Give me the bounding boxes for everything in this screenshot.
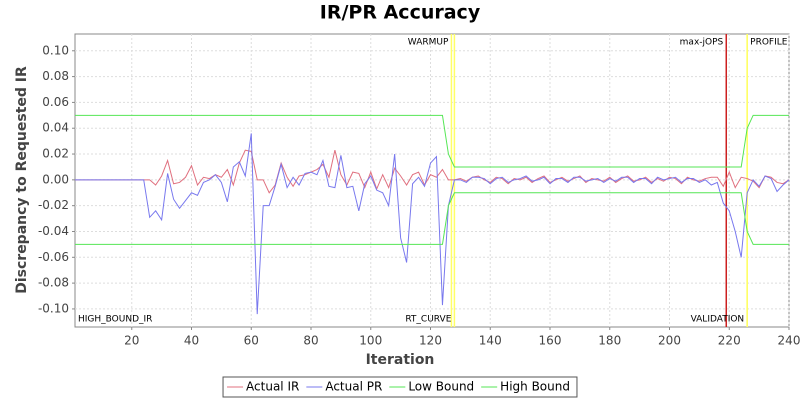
marker-label: max-jOPS <box>680 38 724 48</box>
x-tick-label: 140 <box>479 334 502 348</box>
y-tick-label: -0.08 <box>38 276 69 290</box>
x-axis-label: Iteration <box>366 352 435 368</box>
marker-label: VALIDATION <box>691 315 745 325</box>
y-tick-label: -0.02 <box>38 198 69 212</box>
y-tick-label: 0.00 <box>42 172 69 186</box>
y-tick-label: 0.08 <box>42 69 69 83</box>
marker-label: HIGH_BOUND_IR <box>78 315 152 325</box>
series-line <box>75 149 790 194</box>
x-tick-label: 120 <box>419 334 442 348</box>
legend-label: Actual PR <box>325 380 382 394</box>
marker-label: WARMUP <box>408 38 449 48</box>
x-tick-label: 80 <box>303 334 318 348</box>
marker-label: RT_CURVE <box>405 315 451 325</box>
legend: Actual IR Actual PR Low Bound High Bound <box>222 376 578 398</box>
legend-label: Actual IR <box>246 380 299 394</box>
x-tick-label: 60 <box>244 334 259 348</box>
x-tick-label: 220 <box>718 334 741 348</box>
x-tick-label: 200 <box>658 334 681 348</box>
series-line <box>75 114 789 168</box>
legend-label: Low Bound <box>408 380 474 394</box>
y-tick-label: -0.06 <box>38 250 69 264</box>
series-line <box>75 133 790 315</box>
y-axis-label: Discrepancy to Requested IR <box>14 66 30 294</box>
x-tick-label: 100 <box>359 334 382 348</box>
x-tick-label: 20 <box>124 334 139 348</box>
y-tick-label: 0.02 <box>42 147 69 161</box>
x-tick-label: 160 <box>539 334 562 348</box>
y-tick-label: 0.10 <box>42 43 69 57</box>
x-tick-label: 40 <box>184 334 199 348</box>
chart-title: IR/PR Accuracy <box>320 2 481 24</box>
marker-label: PROFILE <box>750 38 788 48</box>
x-tick-label: 240 <box>778 334 800 348</box>
y-tick-label: -0.04 <box>38 224 69 238</box>
y-tick-label: -0.10 <box>38 301 69 315</box>
x-tick-label: 180 <box>598 334 621 348</box>
y-tick-label: 0.04 <box>42 121 69 135</box>
y-tick-label: 0.06 <box>42 95 69 109</box>
series-line <box>75 192 789 245</box>
legend-label: High Bound <box>500 380 570 394</box>
